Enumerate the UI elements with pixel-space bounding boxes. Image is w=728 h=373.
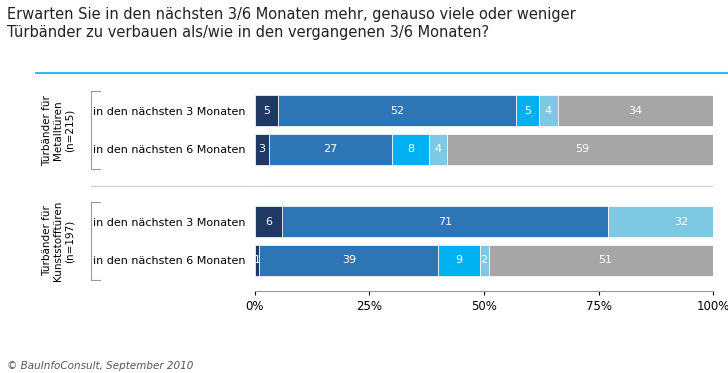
Text: 59: 59 <box>576 144 590 154</box>
Text: 51: 51 <box>598 256 613 266</box>
Bar <box>259 245 438 276</box>
Text: 27: 27 <box>323 144 338 154</box>
Text: 71: 71 <box>438 217 452 227</box>
Text: 2: 2 <box>480 256 488 266</box>
Text: 52: 52 <box>390 106 404 116</box>
Bar <box>255 134 269 165</box>
Bar <box>392 134 429 165</box>
Text: 8: 8 <box>407 144 414 154</box>
Bar <box>539 95 558 126</box>
Bar <box>480 245 488 276</box>
Text: 5: 5 <box>263 106 270 116</box>
Text: 6: 6 <box>265 217 272 227</box>
Text: © BauInfoConsult, September 2010: © BauInfoConsult, September 2010 <box>7 361 194 371</box>
Text: Türbänder für
Metalltüren
(n=215): Türbänder für Metalltüren (n=215) <box>41 95 75 166</box>
Bar <box>608 206 728 237</box>
Text: 3: 3 <box>258 144 265 154</box>
Text: 34: 34 <box>628 106 643 116</box>
Text: 39: 39 <box>341 256 356 266</box>
Bar <box>558 95 713 126</box>
Text: 9: 9 <box>455 256 462 266</box>
Text: Türbänder für
Kunststofftüren
(n=197): Türbänder für Kunststofftüren (n=197) <box>41 201 75 281</box>
Bar <box>516 95 539 126</box>
Bar <box>488 245 723 276</box>
Bar <box>282 206 608 237</box>
Bar <box>255 206 282 237</box>
Bar <box>255 245 259 276</box>
Text: 5: 5 <box>524 106 531 116</box>
Text: Erwarten Sie in den nächsten 3/6 Monaten mehr, genauso viele oder weniger
Türbän: Erwarten Sie in den nächsten 3/6 Monaten… <box>7 7 576 40</box>
Text: 32: 32 <box>674 217 689 227</box>
Bar <box>255 95 278 126</box>
Text: 4: 4 <box>545 106 552 116</box>
Bar <box>448 134 718 165</box>
Text: 1: 1 <box>253 256 261 266</box>
Bar <box>438 245 480 276</box>
Bar <box>429 134 448 165</box>
Bar <box>278 95 516 126</box>
Text: 4: 4 <box>435 144 442 154</box>
Bar <box>269 134 392 165</box>
